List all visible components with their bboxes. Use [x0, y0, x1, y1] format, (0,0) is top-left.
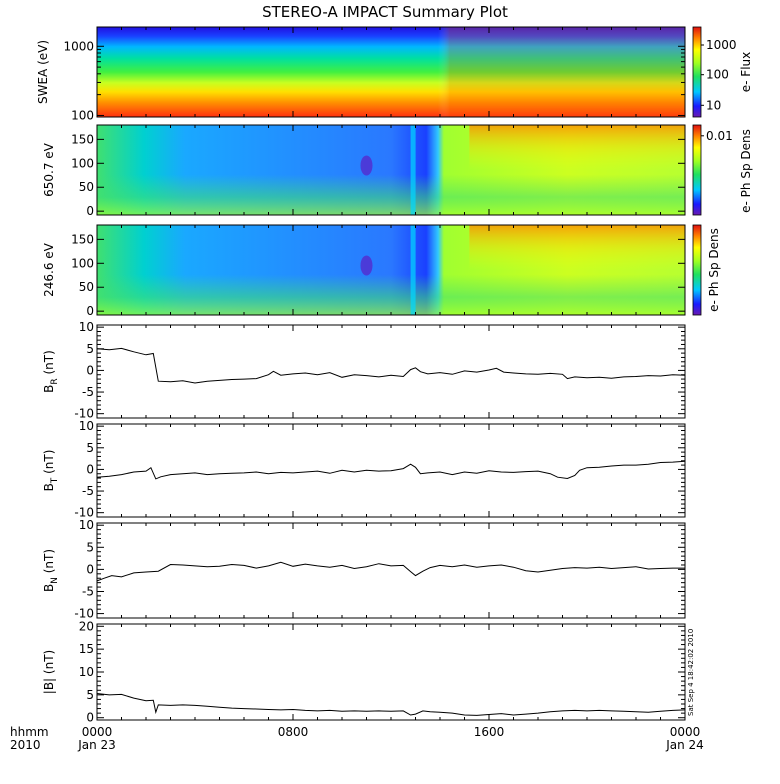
y-tick-label: 5 [86, 688, 94, 702]
y-tick-label: 10 [79, 518, 94, 532]
time-corner-label: hhmm [10, 725, 49, 739]
y-axis-label: BN (nT) [42, 549, 60, 592]
colorbar-tick-label: 10 [706, 98, 721, 112]
y-tick-label: 10 [79, 665, 94, 679]
y-tick-label: -10 [74, 407, 94, 421]
y-tick-label: 100 [71, 156, 94, 170]
y-tick-label: 100 [71, 256, 94, 270]
spectrogram-panel-2: 0 50 100 150 650.7 eV 0.01 e- Ph Sp Dens [42, 124, 753, 218]
magnetometer-layer: -10 -5 0 5 10 BR (nT) -10 -5 0 5 10 BT (nT) -10 -5 0 5 1… [42, 320, 686, 725]
y-tick-label: 0 [86, 462, 94, 476]
y-tick-label: 0 [86, 204, 94, 218]
spectrogram-hot-region [469, 125, 685, 215]
y-tick-label: 50 [79, 280, 94, 294]
x-tick-label: 0000 [82, 725, 113, 739]
y-axis-label: 246.6 eV [42, 242, 56, 297]
y-tick-label: -10 [74, 506, 94, 520]
x-tick-date: Jan 23 [77, 738, 116, 752]
colorbar-label: e- Flux [739, 52, 753, 92]
y-tick-label: 0 [86, 711, 94, 725]
y-axis-label: |B| (nT) [42, 650, 56, 694]
x-tick-label: 0000 [670, 725, 701, 739]
colorbar [692, 224, 702, 316]
y-axis-label: BT (nT) [42, 450, 60, 492]
colorbar-label: e- Ph Sp Dens [707, 228, 721, 312]
timestamp: Sat Sep 4 18:42:02 2010 [687, 629, 695, 716]
y-tick-label: 0 [86, 363, 94, 377]
spectrogram-low-spot [360, 155, 373, 176]
y-tick-label: 1000 [63, 39, 94, 53]
y-tick-label: 5 [86, 540, 94, 554]
spectrogram-hot-region [469, 225, 685, 315]
series-line [96, 693, 686, 716]
y-tick-label: 15 [79, 642, 94, 656]
spectrogram-stripe [410, 125, 416, 215]
y-tick-label: 10 [79, 419, 94, 433]
y-tick-label: 50 [79, 180, 94, 194]
plot-title: STEREO-A IMPACT Summary Plot [262, 3, 508, 21]
field-panel-1: -10 -5 0 5 10 BR (nT) [42, 320, 686, 421]
y-tick-label: 0 [86, 304, 94, 318]
spectrogram-low-spot [360, 255, 373, 276]
spectrogram-shade [97, 27, 685, 117]
field-panel-4: 0 5 10 15 20 |B| (nT) [42, 619, 686, 725]
y-tick-label: -5 [82, 484, 94, 498]
panel-frame [96, 623, 686, 721]
colorbar-tick-label: 0.01 [706, 129, 733, 143]
y-tick-label: -5 [82, 385, 94, 399]
time-corner-year: 2010 [10, 738, 41, 752]
colorbar [692, 124, 702, 216]
series-line [96, 347, 686, 384]
y-tick-label: 10 [79, 320, 94, 334]
y-axis-label: BR (nT) [42, 350, 60, 393]
y-tick-label: 5 [86, 342, 94, 356]
x-tick-label: 1600 [474, 725, 505, 739]
spectrogram-stripe [410, 225, 416, 315]
x-tick-date: Jan 24 [665, 738, 704, 752]
y-axis-label: 650.7 eV [42, 142, 56, 197]
field-panel-3: -10 -5 0 5 10 BN (nT) [42, 518, 686, 621]
y-tick-label: 20 [79, 619, 94, 633]
colorbar [692, 26, 702, 118]
panel-frame [96, 324, 686, 419]
colorbar-tick-label: 1000 [706, 38, 737, 52]
colorbar-label: e- Ph Sp Dens [739, 129, 753, 213]
y-tick-label: -5 [82, 584, 94, 598]
panel-frame [96, 522, 686, 619]
series-line [96, 561, 685, 582]
colorbar-tick-label: 100 [706, 68, 729, 82]
y-axis-label: SWEA (eV) [36, 40, 50, 104]
y-tick-label: 0 [86, 562, 94, 576]
series-line [96, 460, 686, 480]
y-tick-label: 150 [71, 132, 94, 146]
x-tick-label: 0800 [278, 725, 309, 739]
y-tick-label: 100 [71, 108, 94, 122]
field-panel-2: -10 -5 0 5 10 BT (nT) [42, 419, 686, 520]
y-tick-label: 5 [86, 441, 94, 455]
spectrogram-panel-3: 0 50 100 150 246.6 eV e- Ph Sp Dens [42, 224, 721, 318]
y-tick-label: -10 [74, 607, 94, 621]
y-tick-label: 150 [71, 232, 94, 246]
